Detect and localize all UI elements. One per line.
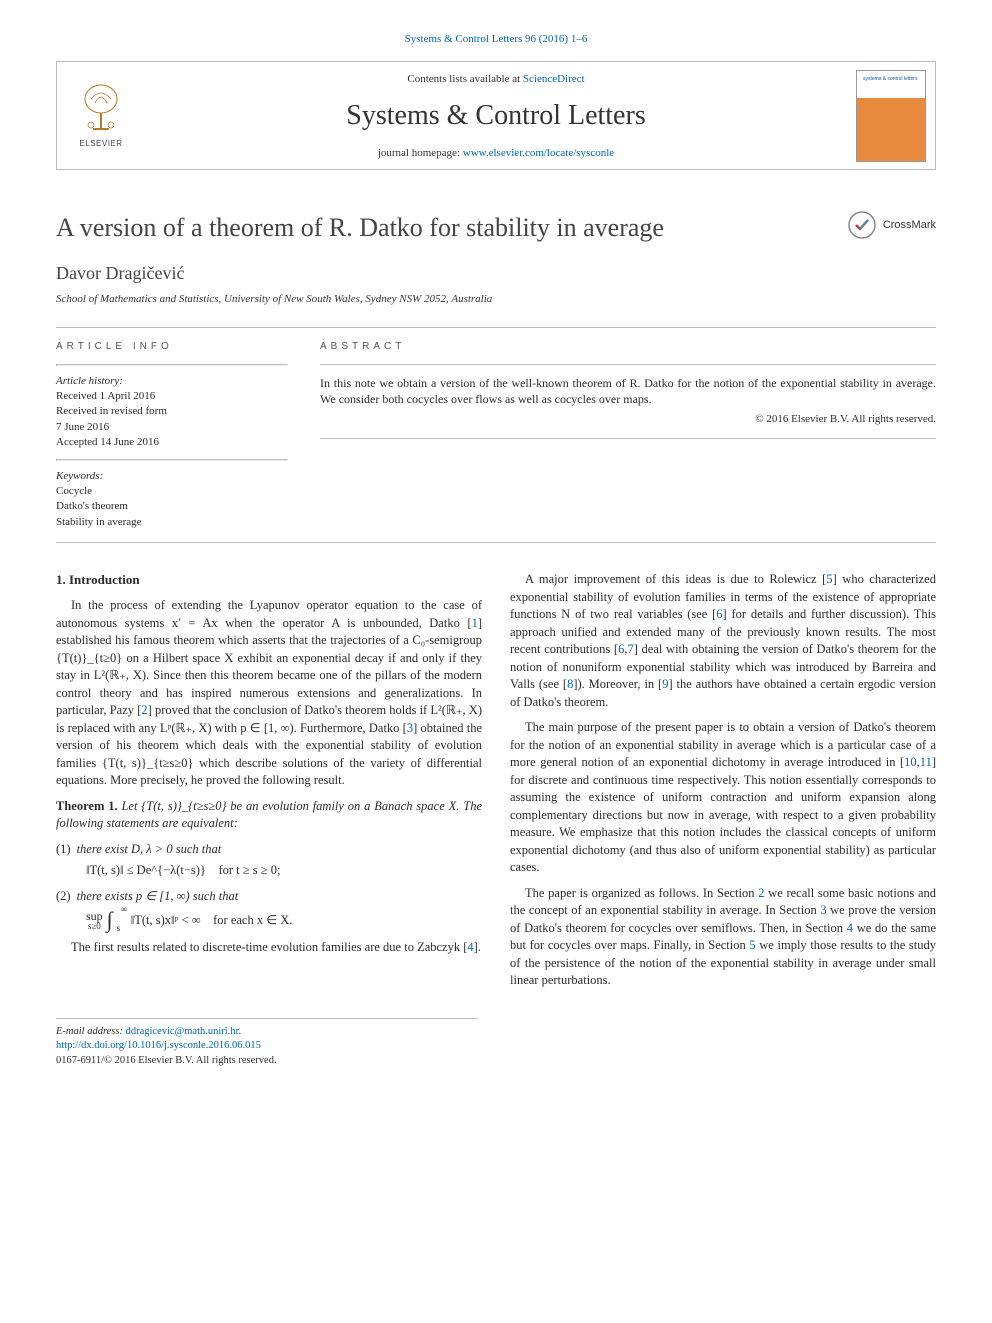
article-info-heading: ARTICLE INFO <box>56 340 288 354</box>
enum-item-1: (1) there exist D, λ > 0 such that <box>56 841 482 859</box>
article-title: A version of a theorem of R. Datko for s… <box>56 210 847 245</box>
abstract-heading: ABSTRACT <box>320 340 936 354</box>
publisher-logo-cell: ELSEVIER <box>57 62 145 169</box>
crossmark-label: CrossMark <box>883 218 936 233</box>
journal-header: ELSEVIER Contents lists available at Sci… <box>56 61 936 170</box>
homepage-line: journal homepage: www.elsevier.com/locat… <box>153 146 839 161</box>
intro-para-3: A major improvement of this ideas is due… <box>510 571 936 711</box>
doi-line: http://dx.doi.org/10.1016/j.sysconle.201… <box>56 1039 478 1054</box>
email-line: E-mail address: ddragicevic@math.uniri.h… <box>56 1025 478 1040</box>
ref-10[interactable]: 10 <box>904 755 917 769</box>
enum-num-1: (1) <box>56 841 71 859</box>
sciencedirect-link[interactable]: ScienceDirect <box>523 73 585 85</box>
info-rule-1 <box>56 364 288 366</box>
elsevier-wordmark: ELSEVIER <box>79 139 122 150</box>
history-label: Article history: <box>56 374 288 389</box>
theorem-body: Let {T(t, s)}_{t≥s≥0} be an evolution fa… <box>56 799 482 831</box>
keyword-3: Stability in average <box>56 515 288 530</box>
intro-para-2: The first results related to discrete-ti… <box>56 939 482 957</box>
enum-text-2: there exists p ∈ [1, ∞) such that <box>77 888 239 906</box>
intro-para-4: The main purpose of the present paper is… <box>510 719 936 877</box>
journal-name: Systems & Control Letters <box>153 97 839 135</box>
cover-cell: systems & control letters <box>847 62 935 169</box>
formula-2: sup s≥0 ∫ ∞ s ‖T(t, s)x‖ᵖ < ∞ for each x… <box>86 909 482 931</box>
info-abstract-row: ARTICLE INFO Article history: Received 1… <box>56 340 936 531</box>
email-link[interactable]: ddragicevic@math.uniri.hr <box>126 1026 239 1037</box>
received-line: Received 1 April 2016 <box>56 389 288 404</box>
title-row: A version of a theorem of R. Datko for s… <box>56 210 936 245</box>
top-citation: Systems & Control Letters 96 (2016) 1–6 <box>56 32 936 47</box>
header-middle: Contents lists available at ScienceDirec… <box>145 62 847 169</box>
intro-para-1: In the process of extending the Lyapunov… <box>56 597 482 790</box>
crossmark-badge[interactable]: CrossMark <box>847 210 936 240</box>
enum-num-2: (2) <box>56 888 71 906</box>
theorem-1: Theorem 1. Let {T(t, s)}_{t≥s≥0} be an e… <box>56 798 482 833</box>
elsevier-logo: ELSEVIER <box>66 76 136 156</box>
abstract-column: ABSTRACT In this note we obtain a versio… <box>320 340 936 531</box>
doi-link[interactable]: http://dx.doi.org/10.1016/j.sysconle.201… <box>56 1040 261 1051</box>
homepage-prefix: journal homepage: <box>378 147 463 159</box>
section-1-heading: 1. Introduction <box>56 571 482 589</box>
crossmark-icon <box>847 210 877 240</box>
revised-line-2: 7 June 2016 <box>56 420 288 435</box>
abstract-rule-top <box>320 364 936 365</box>
abstract-text: In this note we obtain a version of the … <box>320 375 936 409</box>
abstract-rule-bottom <box>320 438 936 439</box>
keywords-label: Keywords: <box>56 469 288 484</box>
ref-11[interactable]: 11 <box>920 755 932 769</box>
intro-para-5: The paper is organized as follows. In Se… <box>510 885 936 990</box>
article-info-column: ARTICLE INFO Article history: Received 1… <box>56 340 288 531</box>
rule-bottom <box>56 542 936 543</box>
homepage-link[interactable]: www.elsevier.com/locate/sysconle <box>463 147 614 159</box>
info-rule-2 <box>56 459 288 461</box>
theorem-enum: (1) there exist D, λ > 0 such that ‖T(t,… <box>56 841 482 932</box>
formula-1: ‖T(t, s)‖ ≤ De^{−λ(t−s)} for t ≥ s ≥ 0; <box>86 862 482 880</box>
body-columns: 1. Introduction In the process of extend… <box>56 571 936 990</box>
issn-line: 0167-6911/© 2016 Elsevier B.V. All right… <box>56 1054 478 1069</box>
journal-cover-thumb: systems & control letters <box>856 70 926 162</box>
keyword-1: Cocycle <box>56 484 288 499</box>
enum-text-1: there exist D, λ > 0 such that <box>77 841 222 859</box>
elsevier-tree-icon <box>73 81 129 137</box>
email-label: E-mail address: <box>56 1026 126 1037</box>
enum-item-2: (2) there exists p ∈ [1, ∞) such that <box>56 888 482 906</box>
abstract-copyright: © 2016 Elsevier B.V. All rights reserved… <box>320 412 936 427</box>
accepted-line: Accepted 14 June 2016 <box>56 435 288 450</box>
theorem-label: Theorem 1. <box>56 799 118 813</box>
author-name: Davor Dragičević <box>56 261 936 285</box>
rule-top <box>56 327 936 328</box>
contents-line: Contents lists available at ScienceDirec… <box>153 72 839 87</box>
cover-thumb-label: systems & control letters <box>863 77 919 83</box>
keyword-2: Datko's theorem <box>56 499 288 514</box>
revised-line-1: Received in revised form <box>56 404 288 419</box>
footer-block: E-mail address: ddragicevic@math.uniri.h… <box>56 1018 478 1069</box>
contents-prefix: Contents lists available at <box>407 73 522 85</box>
affiliation: School of Mathematics and Statistics, Un… <box>56 292 936 307</box>
